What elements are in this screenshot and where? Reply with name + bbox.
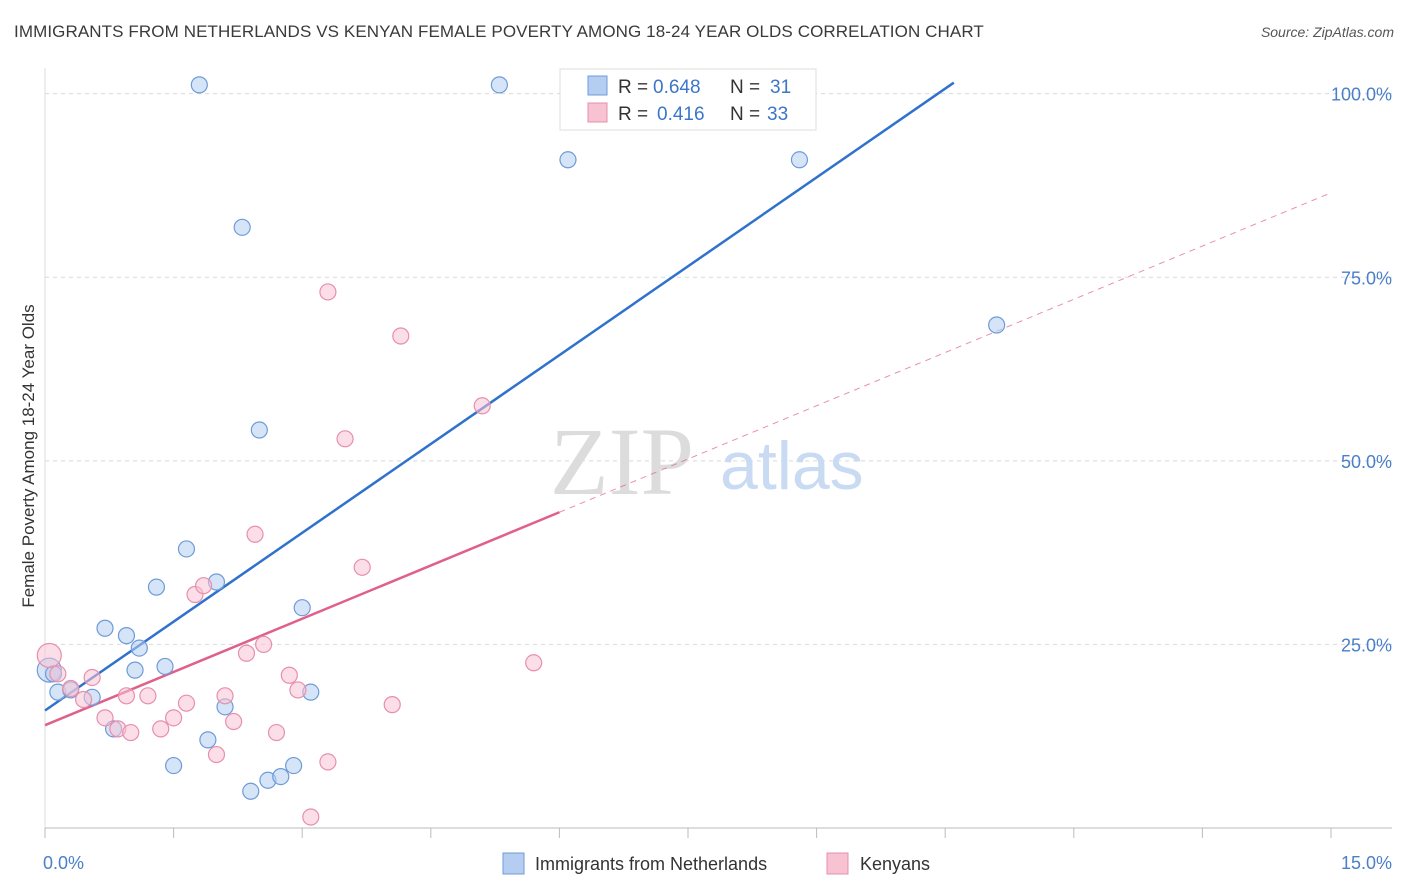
kenyans-point bbox=[122, 723, 140, 742]
netherlands-point bbox=[190, 76, 208, 94]
kenyans-point bbox=[289, 681, 307, 699]
kenyans-point bbox=[207, 745, 226, 764]
y-tick-label: 75.0% bbox=[1341, 268, 1392, 288]
kenyans-point bbox=[302, 808, 320, 826]
kenyans-point bbox=[280, 666, 298, 684]
kenyans-point bbox=[225, 712, 243, 731]
netherlands-point bbox=[147, 578, 166, 596]
netherlands-point bbox=[285, 756, 303, 775]
series-legend-label-netherlands: Immigrants from Netherlands bbox=[535, 854, 767, 874]
y-tick-label: 100.0% bbox=[1331, 85, 1392, 105]
legend-swatch-kenyans bbox=[587, 102, 608, 123]
netherlands-point bbox=[126, 661, 144, 679]
kenyans-point bbox=[246, 525, 264, 543]
netherlands-point bbox=[96, 619, 114, 637]
watermark: ZIP atlas bbox=[550, 408, 864, 515]
kenyans-point bbox=[353, 558, 371, 576]
x-tick-label: 0.0% bbox=[43, 853, 84, 873]
legend-n-value-netherlands: 31 bbox=[770, 77, 791, 98]
kenyans-point bbox=[195, 577, 213, 595]
netherlands-point bbox=[130, 639, 148, 657]
trend-lines bbox=[44, 81, 1332, 727]
kenyans-point bbox=[117, 687, 136, 705]
source-credit: Source: ZipAtlas.com bbox=[1260, 24, 1394, 40]
kenyans-point bbox=[525, 654, 543, 672]
kenyans-point bbox=[392, 327, 410, 345]
netherlands-point bbox=[272, 767, 290, 786]
kenyans-point bbox=[177, 694, 196, 712]
kenyans-point bbox=[473, 397, 491, 415]
trend-line-dashed bbox=[559, 192, 1332, 513]
kenyans-point bbox=[139, 687, 157, 705]
kenyans-point bbox=[36, 642, 62, 669]
tick-labels: 25.0% 50.0% 75.0% 100.0% 0.0% 15.0% bbox=[43, 85, 1392, 873]
netherlands-point bbox=[165, 756, 183, 775]
watermark-atlas: atlas bbox=[720, 428, 864, 504]
series-legend-label-kenyans: Kenyans bbox=[860, 854, 930, 874]
kenyans-point bbox=[237, 644, 256, 662]
series-legend-swatch-kenyans bbox=[826, 852, 849, 875]
legend-r-value-kenyans: 0.416 bbox=[657, 104, 705, 125]
y-tick-label: 50.0% bbox=[1341, 452, 1392, 472]
netherlands-point bbox=[117, 627, 136, 645]
trend-line bbox=[44, 81, 955, 712]
netherlands-point bbox=[242, 782, 260, 800]
kenyans-point bbox=[96, 709, 114, 727]
netherlands-point bbox=[490, 76, 508, 94]
series-legend-swatch-netherlands bbox=[502, 852, 525, 875]
legend-r-label-netherlands: R = bbox=[618, 77, 648, 98]
kenyans-point bbox=[216, 687, 234, 705]
y-tick-label: 25.0% bbox=[1341, 635, 1392, 655]
legend-r-label-kenyans: R = bbox=[618, 104, 648, 125]
legend-r-value-netherlands: 0.648 bbox=[653, 77, 701, 98]
legend-n-value-kenyans: 33 bbox=[767, 104, 788, 125]
netherlands-point bbox=[177, 540, 196, 558]
netherlands-point bbox=[250, 421, 268, 439]
netherlands-point bbox=[559, 151, 577, 169]
correlation-legend: R = 0.648 N = 31 R = 0.416 N = 33 bbox=[559, 68, 817, 131]
kenyans-point bbox=[267, 723, 286, 742]
kenyans-point bbox=[336, 430, 354, 448]
legend-n-label-kenyans: N = bbox=[730, 104, 760, 125]
netherlands-point bbox=[988, 316, 1006, 334]
data-points bbox=[36, 74, 1006, 826]
netherlands-point bbox=[199, 731, 217, 749]
kenyans-point bbox=[74, 690, 93, 709]
chart-title: IMMIGRANTS FROM NETHERLANDS VS KENYAN FE… bbox=[14, 22, 984, 41]
series-legend: Immigrants from Netherlands Kenyans bbox=[502, 852, 930, 875]
kenyans-point bbox=[49, 665, 67, 683]
kenyans-point bbox=[62, 679, 80, 698]
watermark-zip: ZIP bbox=[550, 408, 694, 515]
x-tick-label: 15.0% bbox=[1341, 853, 1392, 873]
legend-swatch-netherlands bbox=[587, 75, 608, 96]
netherlands-point bbox=[233, 218, 251, 236]
kenyans-point bbox=[319, 283, 337, 301]
kenyans-point bbox=[383, 696, 401, 714]
axes bbox=[44, 68, 1392, 838]
legend-n-label-netherlands: N = bbox=[730, 77, 760, 98]
kenyans-point bbox=[255, 635, 273, 654]
kenyans-point bbox=[165, 709, 183, 727]
y-axis-label: Female Poverty Among 18-24 Year Olds bbox=[19, 304, 38, 607]
grid-lines bbox=[45, 93, 1392, 645]
netherlands-point bbox=[156, 657, 174, 676]
netherlands-point bbox=[293, 599, 311, 617]
kenyans-point bbox=[319, 753, 337, 771]
kenyans-point bbox=[83, 668, 101, 687]
netherlands-point bbox=[790, 151, 809, 169]
kenyans-point bbox=[152, 720, 170, 738]
